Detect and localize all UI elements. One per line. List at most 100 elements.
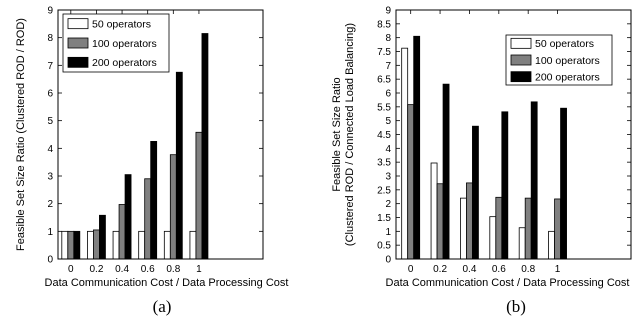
y-tick-label: 7.5: [377, 47, 391, 58]
bar: [518, 227, 526, 260]
y-tick-label: 8.5: [377, 19, 391, 30]
y-tick-label: 7: [385, 61, 391, 72]
bar: [436, 183, 444, 260]
chart-b: 0 0.5 1 1.5 2 2.5 3 3.5 4 4.5 5 5.5 6 6.5 7 7.5 8 8.5 9 0 0.…: [331, 6, 632, 316]
y-axis-label-line: Feasible Set Size Ratio: [331, 77, 343, 191]
bar: [560, 107, 567, 260]
bar: [67, 230, 75, 260]
bar: [118, 204, 126, 260]
bar: [87, 230, 94, 260]
legend-swatch: [510, 37, 532, 49]
bar: [73, 230, 81, 260]
legend-swatch: [67, 56, 89, 68]
y-tick-label: 9: [385, 6, 391, 17]
y-tick-label: 0.5: [377, 241, 391, 252]
bar: [407, 104, 415, 260]
plot-frame: [57, 9, 264, 260]
y-tick-label: 7: [47, 61, 53, 72]
bar: [138, 230, 146, 260]
bar: [472, 125, 479, 260]
y-tick-label: 5.5: [377, 102, 391, 113]
bar: [466, 182, 473, 260]
y-tick-label: 3: [47, 172, 53, 183]
x-tick-label: 0.8: [166, 264, 180, 275]
bar: [489, 216, 497, 260]
x-axis-label: Data Communication Cost / Data Processin…: [386, 277, 630, 289]
y-tick-label: 1.5: [377, 213, 391, 224]
bar: [93, 229, 100, 260]
y-tick-label: 1: [385, 227, 391, 238]
y-tick-label: 8: [47, 33, 53, 44]
y-tick-label: 1: [47, 227, 53, 238]
x-tick-label: 0.2: [89, 264, 103, 275]
y-tick-label: 2: [385, 199, 391, 210]
bar: [413, 35, 421, 260]
bar: [442, 83, 450, 260]
y-tick-label: 6: [47, 89, 53, 100]
bar: [169, 154, 177, 260]
legend-label: 50 operators: [92, 18, 151, 30]
bar: [61, 230, 69, 260]
bar: [548, 230, 555, 260]
legend: 50 operators 100 operators 200 operators: [505, 34, 613, 86]
bar: [150, 141, 158, 260]
plot-frame: [395, 9, 632, 260]
y-tick-label: 2: [47, 199, 53, 210]
y-tick-label: 0: [385, 255, 391, 266]
x-tick-label: 0.2: [433, 264, 447, 275]
x-tick-label: 0.6: [141, 264, 155, 275]
y-tick-label: 3: [385, 172, 391, 183]
y-tick-label: 8: [385, 33, 391, 44]
y-axis-label-line: (Clustered ROD / Connected Load Balancin…: [344, 23, 356, 246]
legend-label: 200 operators: [92, 57, 157, 69]
x-tick-label: 0: [408, 264, 414, 275]
bar: [530, 101, 538, 260]
y-tick-label: 0: [47, 255, 53, 266]
x-tick-label: 0.8: [521, 264, 535, 275]
legend-label: 100 operators: [92, 38, 157, 50]
y-tick-label: 5: [47, 116, 53, 127]
y-tick-label: 5: [385, 116, 391, 127]
y-tick-label: 6: [385, 89, 391, 100]
x-tick-label: 1: [555, 264, 561, 275]
legend: 50 operators 100 operators 200 operators: [62, 13, 170, 73]
bar: [144, 178, 152, 260]
bar: [501, 111, 509, 260]
legend-label: 200 operators: [535, 71, 600, 83]
panel-caption: (b): [506, 297, 526, 316]
chart-a: 0 1 2 3 4 5 6 7 8 9 0 0.2 0.4 0.6 0.8 1 Data Communicati…: [15, 6, 288, 317]
x-tick-label: 0.4: [462, 264, 476, 275]
legend-swatch: [510, 71, 532, 83]
x-tick-label: 0: [68, 264, 74, 275]
legend-label: 50 operators: [535, 38, 594, 50]
x-axis-label: Data Communication Cost / Data Processin…: [45, 277, 289, 289]
y-tick-label: 4.5: [377, 130, 391, 141]
bar: [401, 47, 409, 260]
y-tick-label: 4: [47, 144, 53, 155]
bar: [175, 71, 183, 260]
bar: [524, 197, 532, 260]
bar: [112, 230, 120, 260]
x-tick-label: 0.4: [115, 264, 129, 275]
x-tick-label: 1: [196, 264, 202, 275]
legend-label: 100 operators: [535, 55, 600, 67]
bar: [124, 174, 132, 260]
legend-swatch: [67, 37, 89, 49]
bar: [189, 230, 197, 260]
bar: [554, 198, 561, 260]
y-tick-label: 6.5: [377, 75, 391, 86]
bar: [195, 131, 203, 260]
panel-caption: (a): [153, 297, 172, 316]
bar: [460, 197, 467, 260]
bar: [201, 33, 209, 260]
legend-swatch: [67, 18, 89, 30]
y-tick-label: 9: [47, 6, 53, 17]
y-axis-label: Feasible Set Size Ratio (Clustered ROD /…: [15, 18, 27, 251]
bar: [430, 162, 438, 260]
bar: [99, 214, 106, 260]
x-tick-label: 0.6: [492, 264, 506, 275]
y-tick-label: 3.5: [377, 158, 391, 169]
legend-swatch: [510, 54, 532, 66]
y-tick-label: 4: [385, 144, 391, 155]
